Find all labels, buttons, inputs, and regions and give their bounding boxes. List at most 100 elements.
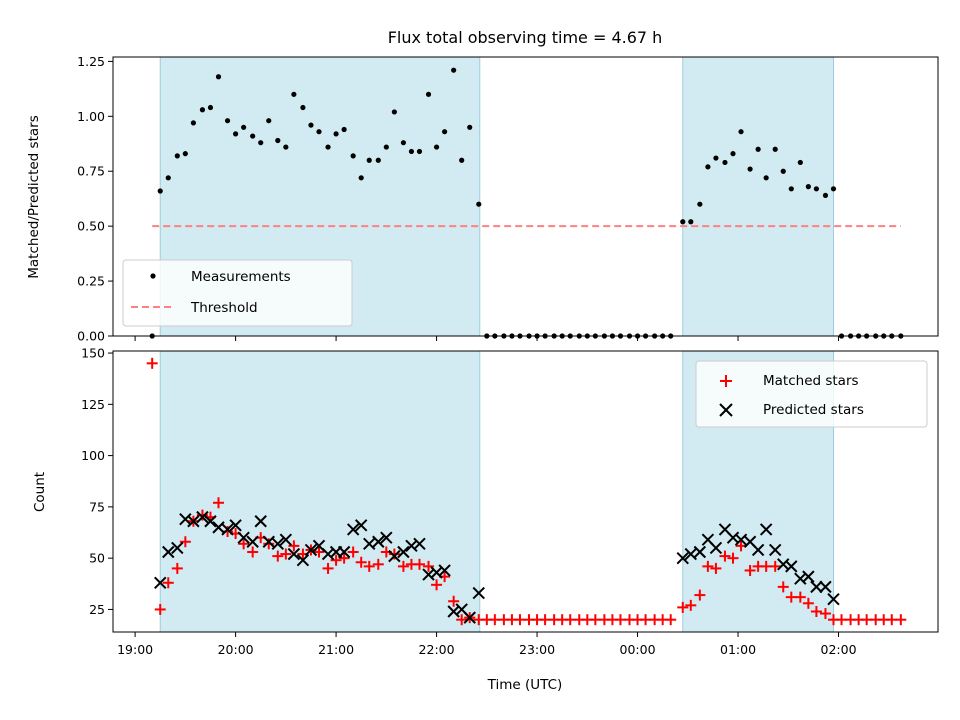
matched-star-point <box>802 597 814 609</box>
predicted-star-point <box>380 531 393 544</box>
y-tick-label: 0.75 <box>77 164 105 179</box>
y-tick-label: 0.25 <box>77 274 105 289</box>
measurement-point <box>822 192 829 199</box>
matched-star-point <box>179 536 191 548</box>
predicted-star-point <box>204 515 217 528</box>
measurement-point <box>350 153 356 159</box>
matched-star-point <box>769 560 781 572</box>
predicted-star-point <box>819 580 832 594</box>
measurement-point <box>232 131 239 137</box>
matched-star-point <box>685 599 697 611</box>
measurement-point <box>680 219 686 225</box>
bottom-legend-box <box>695 360 928 428</box>
matched-star-point <box>154 603 166 615</box>
predicted-star-point <box>354 519 368 532</box>
measurement-point <box>697 201 703 207</box>
matched-star-point <box>719 550 731 562</box>
measurement-point <box>408 148 415 155</box>
matched-star-point <box>727 552 739 564</box>
y-tick-label: 100 <box>81 448 105 463</box>
matched-star-point <box>794 591 806 603</box>
predicted-star-point <box>709 541 723 555</box>
predicted-star-point <box>162 545 175 559</box>
measurement-point <box>174 153 180 159</box>
measurement-point <box>451 67 457 73</box>
measurement-point <box>165 175 171 181</box>
matched-star-point <box>363 560 375 572</box>
measurement-point <box>341 126 347 133</box>
measurement-point <box>730 151 736 157</box>
top-panel: 0.00 0.25 0.50 0.75 1.00 1.25 Matched/Predict… <box>26 54 939 344</box>
measurement-point <box>400 140 407 146</box>
predicted-star-point <box>759 523 773 536</box>
measurement-point <box>199 107 206 113</box>
y-tick-label: 1.00 <box>77 109 105 124</box>
predicted-star-point <box>463 611 476 624</box>
measurement-point <box>780 168 786 174</box>
measurement-point <box>333 131 339 137</box>
bottom-panel: 25 50 75 100 125 150 19:00 20:00 21:00 22:00 23:0… <box>32 346 939 693</box>
predicted-star-point <box>296 554 310 567</box>
predicted-star-point <box>237 531 250 544</box>
measurement-point <box>308 122 314 128</box>
legend-measurements-marker <box>150 273 156 279</box>
bottom-x-ticks: 19:00 20:00 21:00 22:00 23:00 00:00 01:00 02:00 <box>117 632 857 657</box>
matched-star-point <box>431 579 443 591</box>
matched-star-point <box>448 595 460 607</box>
measurement-point <box>772 146 778 152</box>
measurement-point <box>266 118 272 124</box>
x-tick-label: 20:00 <box>218 642 254 657</box>
matched-star-point <box>810 605 822 617</box>
predicted-star-point <box>154 576 167 589</box>
measurement-point <box>459 157 465 163</box>
predicted-star-point <box>751 543 765 557</box>
measurement-point <box>433 144 440 150</box>
predicted-star-point <box>271 537 285 551</box>
matched-star-point <box>744 564 756 576</box>
measurement-point <box>442 129 448 135</box>
measurement-point <box>797 159 803 166</box>
matched-star-point <box>288 540 300 552</box>
measurement-point <box>215 74 222 80</box>
measurement-point <box>250 133 256 139</box>
y-tick-label: 1.25 <box>77 54 105 69</box>
bottom-series <box>146 357 907 626</box>
shaded-interval <box>159 350 481 633</box>
measurement-point <box>416 148 423 155</box>
predicted-star-point <box>246 535 259 548</box>
predicted-star-point <box>769 543 782 557</box>
predicted-star-point <box>802 570 815 583</box>
matched-star-point <box>162 577 174 589</box>
x-tick-label: 23:00 <box>519 642 555 657</box>
bottom-legend: Matched stars Predicted stars <box>695 360 928 428</box>
x-axis-label: Time (UTC) <box>487 677 563 693</box>
predicted-star-point <box>810 580 823 594</box>
legend-matched-marker <box>720 375 732 387</box>
predicted-star-point <box>279 533 293 546</box>
matched-star-point <box>388 548 400 560</box>
predicted-star-point <box>827 592 840 606</box>
matched-star-point <box>895 614 907 626</box>
measurement-point <box>275 137 281 144</box>
predicted-star-point <box>388 549 401 563</box>
measurement-point <box>316 129 322 135</box>
legend-predicted-label: Predicted stars <box>763 402 864 418</box>
matched-star-point <box>330 554 342 566</box>
y-tick-label: 0.00 <box>77 329 105 344</box>
matched-star-point <box>397 560 409 572</box>
y-tick-label: 150 <box>81 346 105 361</box>
matched-star-point <box>347 546 359 558</box>
measurement-point <box>830 186 837 192</box>
matched-star-point <box>263 538 275 550</box>
matched-star-point <box>146 357 158 369</box>
legend-predicted-marker <box>719 403 733 417</box>
measurement-point <box>722 159 728 166</box>
top-legend-box <box>122 259 353 327</box>
measurement-point <box>300 104 306 111</box>
measurement-point <box>366 157 372 163</box>
measurement-point <box>375 157 381 163</box>
measurement-point <box>383 144 389 150</box>
top-y-axis-label: Matched/Predicted stars <box>26 115 42 278</box>
measurement-point <box>705 164 711 170</box>
predicted-star-point <box>171 541 184 555</box>
